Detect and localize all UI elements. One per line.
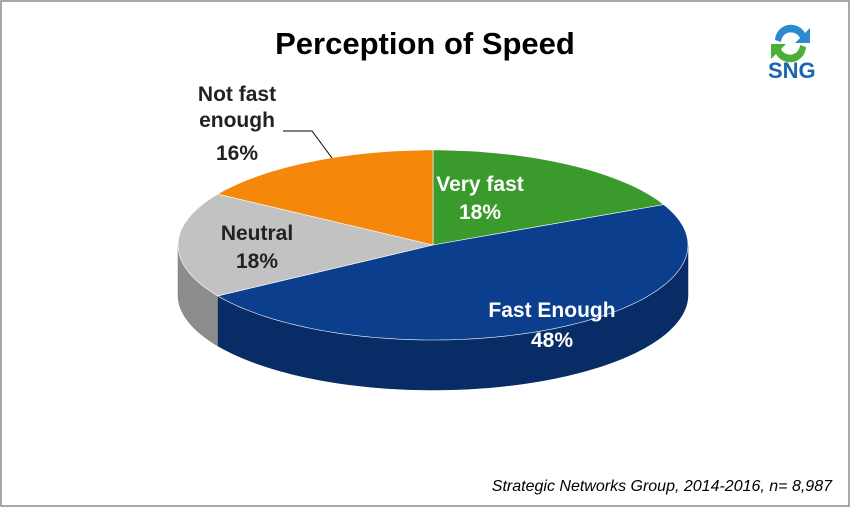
value-label: 48% (530, 329, 574, 352)
source-note: Strategic Networks Group, 2014-2016, n= … (491, 478, 832, 495)
value-label: 16% (215, 142, 259, 165)
category-label: Very fast (436, 173, 524, 196)
chart-title: Perception of Speed (275, 26, 575, 61)
value-label: 18% (458, 201, 502, 224)
category-label: Not fast enough (197, 83, 277, 132)
logo-text: SNG (768, 58, 816, 83)
logo-icon (771, 24, 810, 63)
category-label: Fast Enough (488, 299, 616, 322)
slice (216, 149, 434, 246)
slice (216, 204, 689, 341)
value-label: 18% (235, 250, 279, 273)
slice (177, 193, 434, 297)
slice (432, 149, 665, 246)
category-label: Neutral (220, 222, 294, 245)
leader-line (283, 130, 333, 159)
